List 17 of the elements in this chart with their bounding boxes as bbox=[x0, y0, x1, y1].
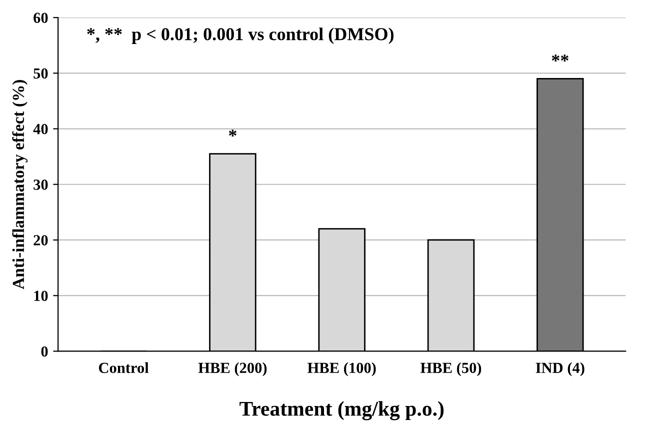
y-tick-label: 20 bbox=[34, 235, 48, 246]
y-tick-label: 10 bbox=[34, 290, 48, 302]
y-tick-label: 30 bbox=[34, 180, 48, 190]
y-tick-label: 50 bbox=[34, 68, 48, 79]
x-axis-title: Treatment (mg/kg p.o.) bbox=[240, 401, 444, 420]
y-tick-label: 0 bbox=[41, 346, 48, 357]
y-axis-title: Anti-inflammatory effect (%) bbox=[12, 80, 28, 290]
annotation: * bbox=[228, 130, 236, 137]
annotation: *, ** p < 0.01; 0.001 vs control (DMSO) bbox=[87, 28, 394, 44]
y-tick-label: 40 bbox=[33, 124, 48, 134]
x-tick-label: HBE (50) bbox=[420, 362, 482, 376]
x-tick-label: IND (4) bbox=[536, 362, 584, 376]
y-tick-label: 60 bbox=[34, 12, 48, 24]
x-tick-label: HBE (200) bbox=[198, 362, 267, 376]
x-tick-label: Control bbox=[98, 362, 149, 374]
x-tick-label: HBE (100) bbox=[308, 362, 376, 376]
annotation: ** bbox=[552, 54, 568, 62]
